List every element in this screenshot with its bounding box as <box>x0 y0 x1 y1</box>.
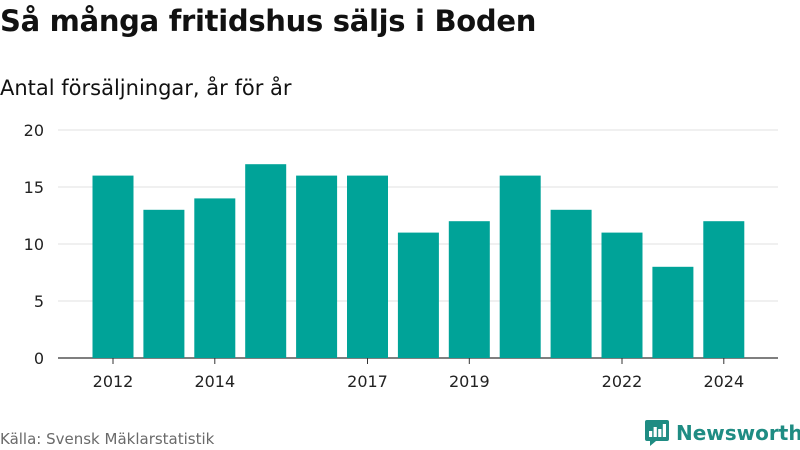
bar-2017 <box>347 175 388 358</box>
brand-logo: Newsworthy <box>644 419 800 447</box>
bar-2021 <box>550 209 592 358</box>
y-tick-label: 10 <box>24 235 44 254</box>
y-tick-label: 0 <box>34 349 44 368</box>
bar-2016 <box>296 175 338 358</box>
bar-2023 <box>652 266 694 358</box>
bar-2015 <box>245 164 287 358</box>
y-tick-label: 15 <box>24 178 44 197</box>
newsworthy-logo-icon <box>645 420 669 446</box>
chart-subtitle: Antal försäljningar, år för år <box>0 76 292 100</box>
bar-2024 <box>703 221 745 358</box>
y-tick-label: 5 <box>34 292 44 311</box>
bar-2019 <box>448 221 490 358</box>
source-note: Källa: Svensk Mäklarstatistik <box>0 430 215 448</box>
bar-2013 <box>143 209 185 358</box>
x-tick-label: 2012 <box>93 372 134 391</box>
bar-2018 <box>397 232 439 358</box>
bar-2012 <box>92 175 134 358</box>
bar-2020 <box>499 175 541 358</box>
x-tick-label: 2014 <box>194 372 235 391</box>
bars <box>92 164 745 358</box>
x-tick-label: 2024 <box>703 372 744 391</box>
bar-chart: 0 5 10 15 20 2012 2014 2017 2019 2022 2024 <box>24 121 778 391</box>
x-tick-label: 2017 <box>347 372 388 391</box>
y-tick-label: 20 <box>24 121 44 140</box>
x-tick-label: 2022 <box>602 372 643 391</box>
chart-title: Så många fritidshus säljs i Boden <box>0 4 537 38</box>
bar-2022 <box>601 232 643 358</box>
brand-name: Newsworthy <box>676 421 800 445</box>
y-axis-ticks: 0 5 10 15 20 <box>24 121 44 368</box>
bar-2014 <box>194 198 236 358</box>
x-tick-label: 2019 <box>449 372 490 391</box>
x-axis-ticks: 2012 2014 2017 2019 2022 2024 <box>93 358 744 391</box>
